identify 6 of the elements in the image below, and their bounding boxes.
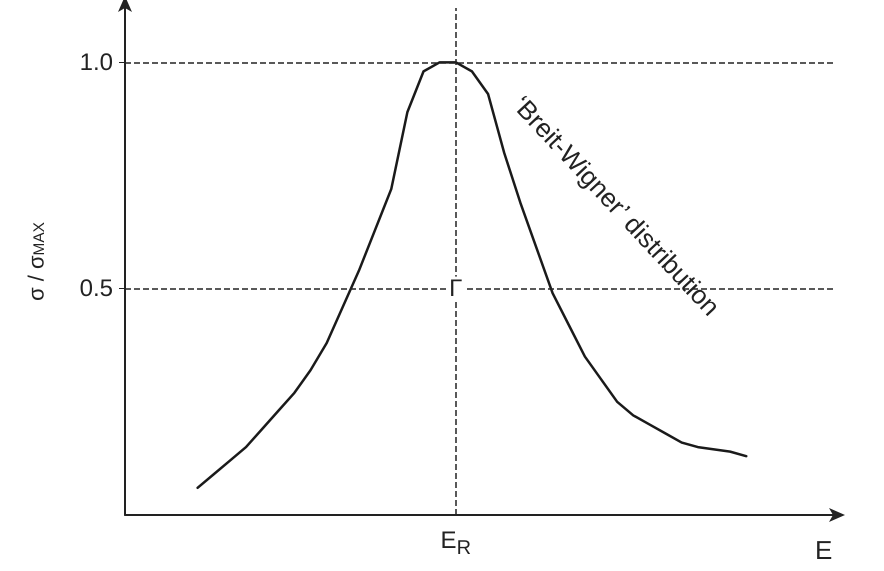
x-axis-title: E <box>815 535 832 565</box>
y-tick-label: 1.0 <box>80 48 113 76</box>
y-axis-title: σ / σMAX <box>24 222 48 301</box>
annotation: Γ <box>449 275 462 302</box>
y-tick-label: 0.5 <box>80 275 113 302</box>
x-tick-label: E$_{R}$ <box>440 527 472 559</box>
